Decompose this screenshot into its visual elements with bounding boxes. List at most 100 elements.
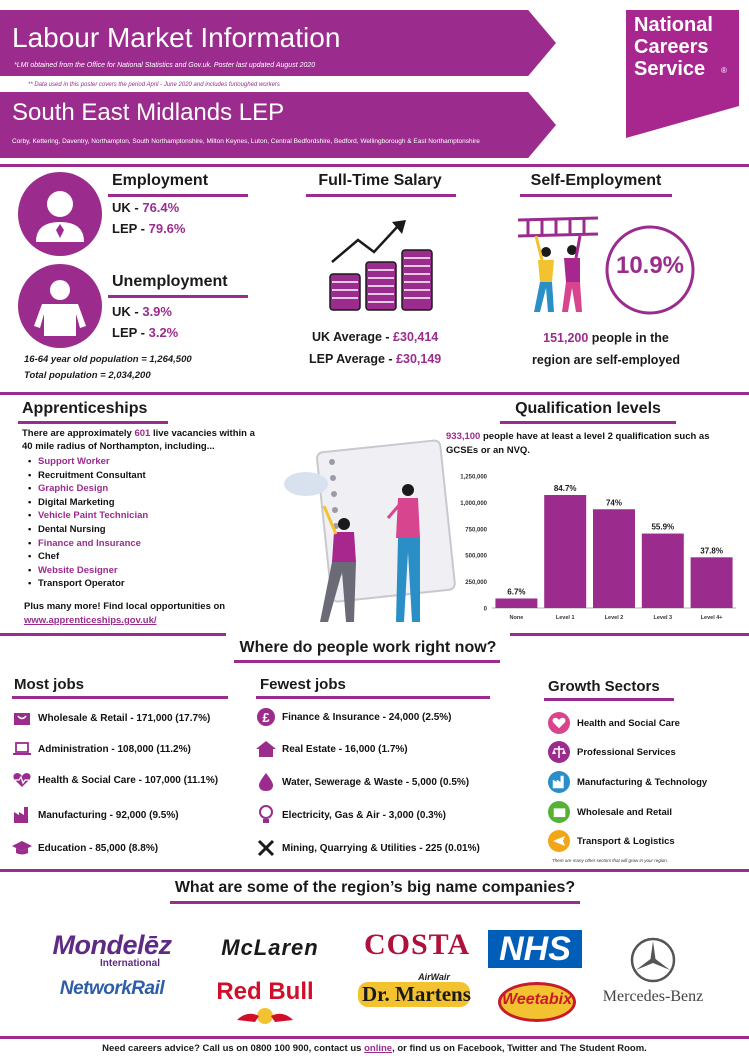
x-tick-label: Level 4+ [701, 615, 723, 621]
fewest-jobs-rule [256, 696, 490, 699]
x-tick-label: Level 2 [605, 615, 624, 621]
most-job-label: Administration - 108,000 (11.2%) [38, 743, 191, 755]
growth-rule [544, 698, 674, 701]
growth-row: Transport & Logistics [548, 830, 675, 852]
list-item: Website Designer [26, 564, 256, 578]
employment-title: Employment [112, 172, 209, 189]
list-item: Recruitment Consultant [26, 469, 256, 483]
self-employment-title: Self-Employment [530, 172, 662, 189]
growth-row: Wholesale and Retail [548, 801, 672, 823]
bar-data-label: 55.9% [651, 523, 674, 532]
footer-online-link[interactable]: online [364, 1043, 393, 1054]
graduation-cap-icon [12, 839, 32, 857]
factory-icon [12, 806, 32, 824]
shopping-bag-icon [548, 801, 570, 823]
apprenticeships-intro-a: There are approximately [22, 428, 135, 439]
plane-icon [548, 830, 570, 852]
y-tick-label: 0 [484, 607, 488, 613]
fewest-job-row: Mining, Quarrying & Utilities - 225 (0.0… [256, 839, 480, 857]
work-title: Where do people work right now? [239, 639, 497, 656]
growth-label: Transport & Logistics [577, 835, 675, 847]
fewest-job-row: Real Estate - 16,000 (1.7%) [256, 740, 408, 758]
header-divider [0, 164, 749, 167]
apprenticeships-rule [18, 421, 168, 424]
costa-logo: COSTA [364, 928, 469, 962]
mclaren-wordmark: McLaren [221, 935, 319, 960]
weetabix-wordmark: Weetabix [502, 991, 572, 1008]
fewest-job-label: Finance & Insurance - 24,000 (2.5%) [282, 711, 452, 723]
drmartens-airwair: AirWair [418, 972, 450, 982]
coins-growth-icon [329, 220, 433, 311]
self-employment-percent: 10.9% [615, 252, 685, 279]
x-tick-label: None [510, 615, 524, 621]
apprenticeships-title: Apprenticeships [22, 400, 148, 417]
qualifications-text-a: people have at least a level 2 qualifica… [480, 431, 710, 442]
fewest-job-label: Water, Sewerage & Waste - 5,000 (0.5%) [282, 776, 470, 788]
most-job-row: Manufacturing - 92,000 (9.5%) [12, 806, 179, 824]
self-employment-line1: 151,200 people in the [516, 331, 696, 345]
apprenticeships-intro: There are approximately 601 live vacanci… [22, 428, 262, 453]
salary-lep: LEP Average - £30,149 [309, 352, 441, 366]
mclaren-logo: McLaren [200, 935, 340, 961]
region-title: South East Midlands LEP [12, 99, 285, 126]
fewest-job-row: £ Finance & Insurance - 24,000 (2.5%) [256, 708, 452, 726]
most-job-row: Health & Social Care - 107,000 (11.1%) [12, 771, 218, 789]
bulls-icon [237, 1008, 293, 1024]
most-job-row: Administration - 108,000 (11.2%) [12, 740, 191, 758]
salary-rule [306, 194, 456, 197]
working-age-population: 16-64 year old population = 1,264,500 [24, 354, 192, 365]
mercedes-star-icon [630, 937, 676, 983]
self-employment-count: 151,200 [543, 331, 589, 345]
house-icon [256, 740, 276, 758]
companies-title-rule [170, 901, 580, 904]
page-title: Labour Market Information [12, 22, 341, 53]
most-jobs-title: Most jobs [14, 676, 84, 693]
x-tick-label: Level 1 [556, 615, 575, 621]
heart-pulse-icon [12, 771, 32, 789]
mid-divider [0, 392, 749, 395]
qualifications-chart: 0 250,000 500,000 750,000 1,000,000 1,250,000… [460, 475, 736, 621]
tools-icon [256, 839, 276, 857]
redbull-logo: Red Bull [210, 978, 320, 1031]
self-employment-text-a: people in the [588, 331, 669, 345]
most-job-label: Health & Social Care - 107,000 (11.1%) [38, 774, 219, 786]
bar-data-label: 37.8% [700, 546, 723, 555]
work-title-rule [234, 660, 500, 663]
apprenticeships-link[interactable]: www.apprenticeships.gov.uk/ [24, 615, 157, 626]
self-employment-line2: region are self-employed [532, 353, 680, 367]
list-item: Vehicle Paint Technician [26, 509, 256, 523]
apprenticeships-count: 601 [134, 428, 151, 439]
unemployment-title: Unemployment [112, 273, 228, 290]
salary-title: Full-Time Salary [318, 172, 442, 189]
list-item: Dental Nursing [26, 523, 256, 537]
qualification-bar [690, 557, 733, 608]
growth-row: Manufacturing & Technology [548, 771, 707, 793]
bar-data-label: 84.7% [554, 484, 577, 493]
employment-rule [108, 194, 248, 197]
most-job-label: Wholesale & Retail - 171,000 (17.7%) [38, 712, 211, 724]
x-tick-label: Level 3 [653, 615, 672, 621]
qualification-bar [544, 495, 587, 608]
fewest-job-label: Mining, Quarrying & Utilities - 225 (0.0… [282, 842, 480, 854]
list-item: Graphic Design [26, 482, 256, 496]
growth-label: Manufacturing & Technology [577, 776, 708, 788]
qualification-bar [495, 598, 538, 608]
apprenticeships-outro: Plus many more! Find local opportunities… [24, 601, 226, 612]
ncs-logo-line2: Careers [634, 36, 709, 58]
heart-pulse-icon [548, 712, 570, 734]
svg-text:£: £ [262, 710, 270, 725]
most-job-row: Wholesale & Retail - 171,000 (17.7%) [12, 709, 210, 727]
y-tick-label: 750,000 [465, 527, 487, 533]
apprenticeships-list: Support Worker Recruitment Consultant Gr… [26, 455, 256, 591]
most-job-row: Education - 85,000 (8.8%) [12, 839, 158, 857]
salary-lep-value: £30,149 [396, 352, 442, 366]
growth-label: Professional Services [577, 746, 676, 758]
data-period-note: ** Data used in this poster covers the p… [28, 82, 280, 88]
laptop-icon [12, 740, 32, 758]
salary-uk-label: UK Average - [312, 330, 394, 344]
unemployment-lep-value: 3.2% [148, 325, 179, 340]
growth-label: Wholesale and Retail [577, 806, 673, 818]
list-item: Digital Marketing [26, 496, 256, 510]
unemployment-uk-label: UK - [112, 304, 143, 319]
